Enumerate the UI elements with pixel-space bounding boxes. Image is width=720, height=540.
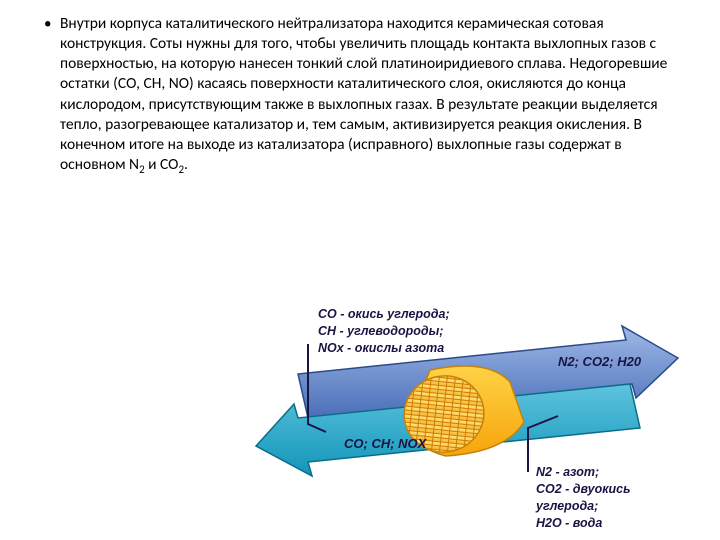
legend-in-line1: CO - окись углерода; bbox=[318, 306, 450, 323]
output-legend: N2 - азот; CO2 - двуокись углерода; H2O … bbox=[536, 464, 688, 532]
legend-out-line2: CO2 - двуокись углерода; bbox=[536, 481, 688, 515]
input-arrow-label: CO; CH; NOX bbox=[344, 436, 426, 451]
catalytic-converter-diagram: CO - окись углерода; CH - углеводороды; … bbox=[248, 296, 688, 516]
slide: • Внутри корпуса каталитического нейтрал… bbox=[0, 0, 720, 540]
main-paragraph: • Внутри корпуса каталитического нейтрал… bbox=[44, 14, 676, 175]
legend-out-line3: H2O - вода bbox=[536, 515, 688, 532]
legend-in-line2: CH - углеводороды; bbox=[318, 323, 450, 340]
bullet-marker: • bbox=[44, 14, 60, 35]
legend-out-line1: N2 - азот; bbox=[536, 464, 688, 481]
output-arrow-label: N2; CO2; H20 bbox=[558, 354, 641, 369]
legend-in-line3: NOx - окислы азота bbox=[318, 340, 450, 357]
paragraph-text: Внутри корпуса каталитического нейтрализ… bbox=[60, 14, 676, 175]
input-legend: CO - окись углерода; CH - углеводороды; … bbox=[318, 306, 450, 357]
